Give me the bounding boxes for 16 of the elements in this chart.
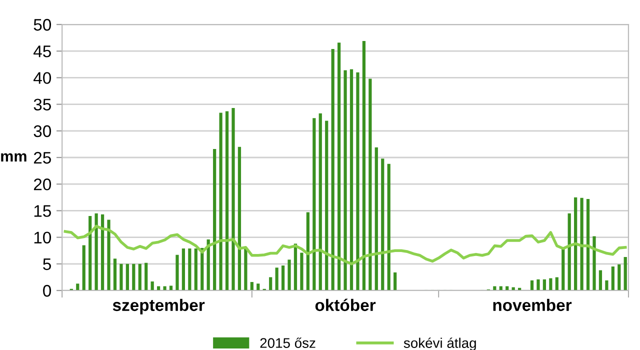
y-tick-label: 15 bbox=[34, 205, 51, 217]
y-tick-label: 30 bbox=[34, 125, 52, 138]
x-tick-label: november bbox=[493, 298, 572, 312]
y-tick-label: 25 bbox=[34, 152, 51, 164]
y-tick-label: 35 bbox=[34, 98, 51, 111]
y-tick-label: 20 bbox=[34, 178, 52, 190]
legend-label: 2015 ősz bbox=[260, 338, 316, 348]
x-tick-label: október bbox=[315, 298, 376, 312]
x-tick-label: szeptember bbox=[112, 298, 205, 314]
y-tick-label: 40 bbox=[34, 72, 52, 84]
y-tick-label: 45 bbox=[34, 46, 51, 58]
y-tick-label: 50 bbox=[34, 18, 52, 31]
y-tick-label: 10 bbox=[34, 232, 52, 244]
y-axis-title: mm bbox=[1, 153, 26, 162]
y-tick-label: 0 bbox=[43, 284, 52, 297]
y-tick-label: 5 bbox=[43, 258, 51, 270]
